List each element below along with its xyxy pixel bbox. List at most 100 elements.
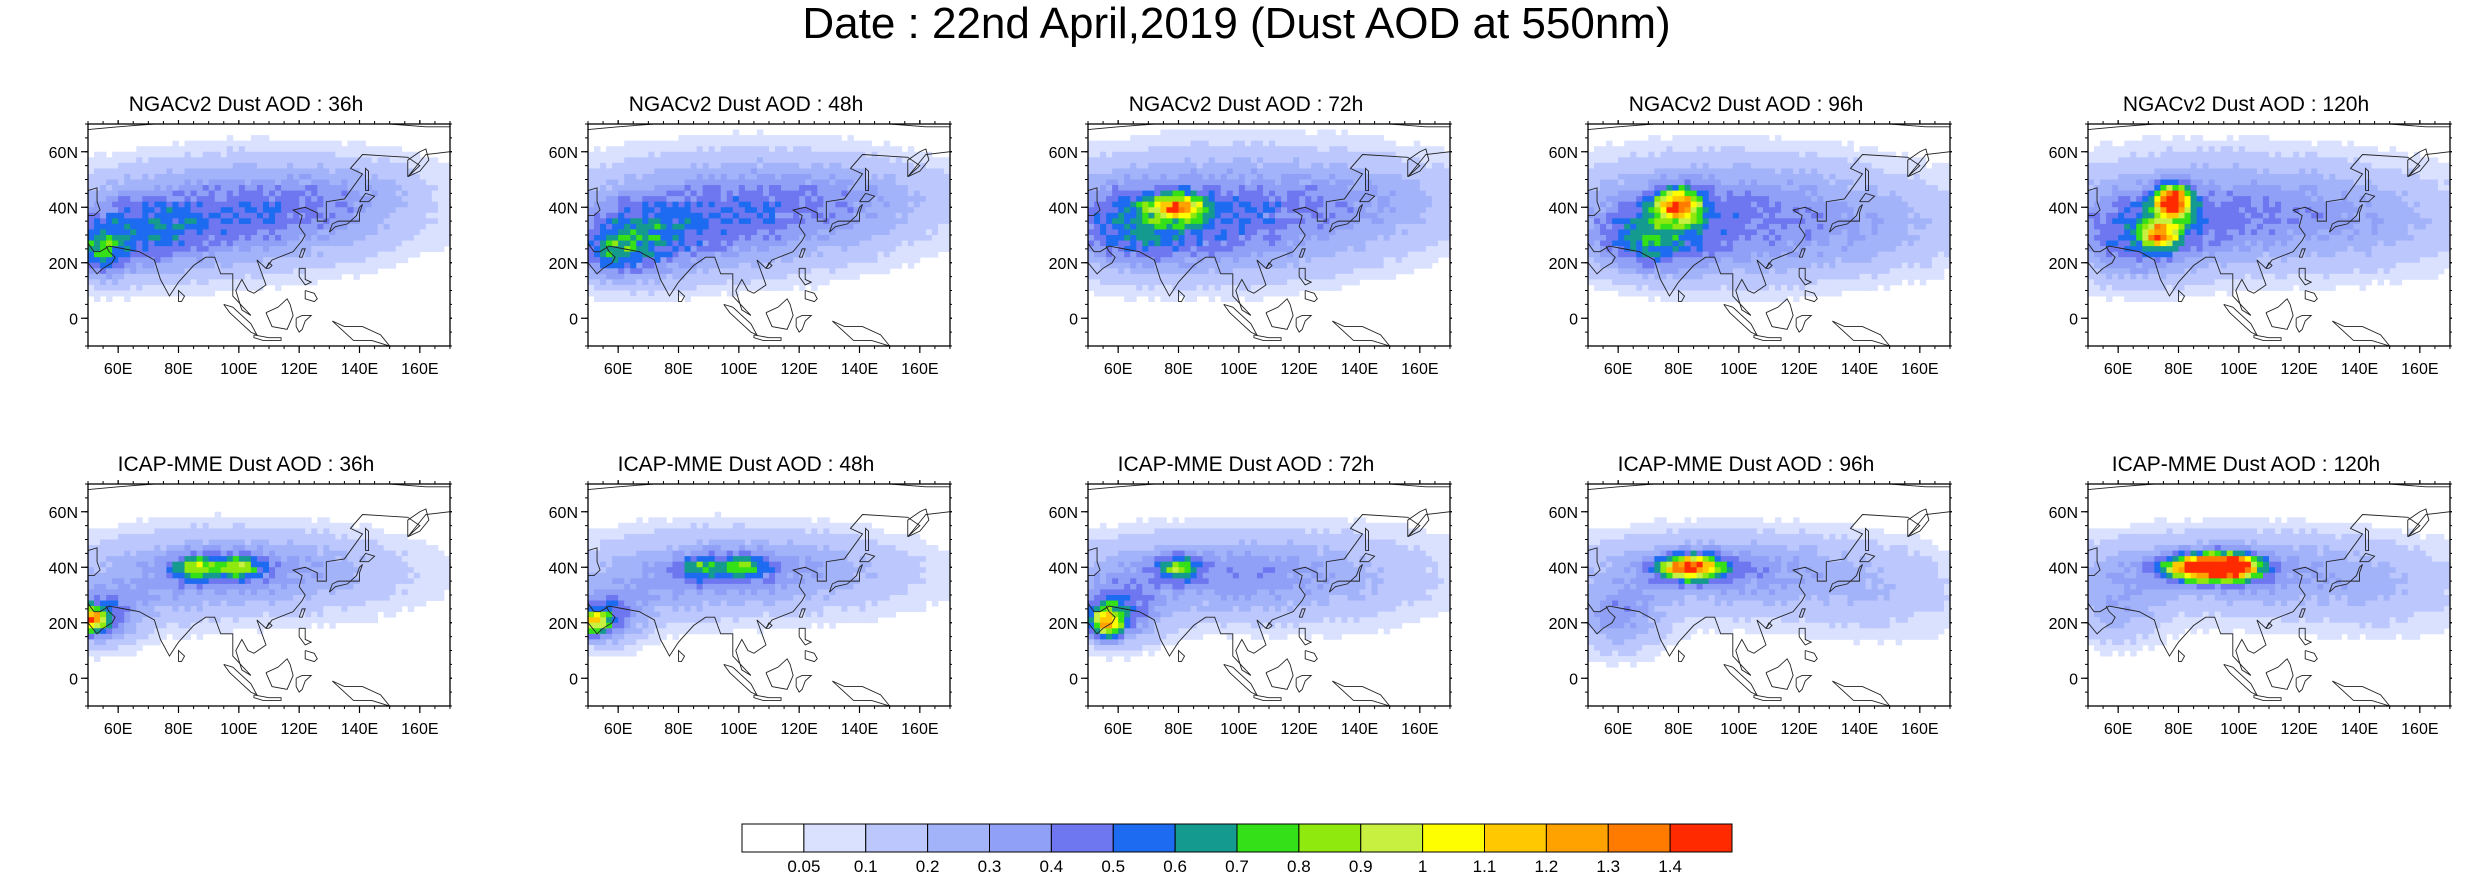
colorbar-label: 0.6 bbox=[1163, 857, 1187, 874]
colorbar-label: 0.9 bbox=[1349, 857, 1373, 874]
lon-tick-label: 140E bbox=[1341, 361, 1378, 378]
lon-tick-label: 100E bbox=[1720, 721, 1757, 738]
lon-tick-label: 160E bbox=[2401, 721, 2438, 738]
lon-tick-label: 60E bbox=[1104, 361, 1132, 378]
lon-tick-label: 120E bbox=[1280, 361, 1317, 378]
colorbar-label: 1.1 bbox=[1473, 857, 1497, 874]
panel-title: NGACv2 Dust AOD : 120h bbox=[2122, 93, 2370, 116]
map-panel-icap-120h: ICAP-MME Dust AOD : 120h 60N 40N 20N 0 60E 80… bbox=[2040, 452, 2452, 742]
panel-title: NGACv2 Dust AOD : 48h bbox=[628, 93, 864, 116]
lon-tick-label: 60E bbox=[1604, 361, 1632, 378]
lat-tick-label: 60N bbox=[1549, 505, 1578, 522]
lon-tick-label: 160E bbox=[2401, 361, 2438, 378]
map-panel-icap-96h: ICAP-MME Dust AOD : 96h 60N 40N 20N 0 60E 80E… bbox=[1540, 452, 1952, 742]
colorbar-swatch bbox=[1607, 823, 1671, 853]
lat-tick-label: 60N bbox=[549, 505, 578, 522]
colorbar-label: 0.7 bbox=[1225, 857, 1249, 874]
lat-tick-label: 40N bbox=[2049, 200, 2078, 217]
lat-tick-label: 40N bbox=[49, 560, 78, 577]
lon-tick-label: 120E bbox=[280, 721, 317, 738]
map-panel-ngac-72h: NGACv2 Dust AOD : 72h 60N 40N 20N 0 60E 80E 10… bbox=[1040, 92, 1452, 382]
map-panel-ngac-120h: NGACv2 Dust AOD : 120h 60N 40N 20N 0 60E 80E 1… bbox=[2040, 92, 2452, 382]
lon-tick-label: 120E bbox=[280, 361, 317, 378]
lon-tick-label: 140E bbox=[1341, 721, 1378, 738]
lon-tick-label: 160E bbox=[1401, 721, 1438, 738]
lon-tick-label: 60E bbox=[2104, 721, 2132, 738]
lat-tick-label: 20N bbox=[549, 616, 578, 633]
lat-tick-label: 0 bbox=[1069, 671, 1078, 688]
lat-tick-label: 0 bbox=[1569, 671, 1578, 688]
lat-tick-label: 40N bbox=[549, 560, 578, 577]
dust-aod-map: 60N 40N 20N 0 60E 80E 100E 120E 140E 160E bbox=[49, 120, 452, 378]
lon-tick-label: 100E bbox=[2220, 721, 2257, 738]
lon-tick-label: 160E bbox=[401, 361, 438, 378]
lat-tick-label: 20N bbox=[49, 616, 78, 633]
lat-tick-label: 20N bbox=[1549, 616, 1578, 633]
colorbar-swatch bbox=[989, 823, 1052, 853]
lat-tick-label: 20N bbox=[2049, 616, 2078, 633]
lon-tick-label: 160E bbox=[1901, 721, 1938, 738]
colorbar-label: 0.05 bbox=[787, 857, 820, 874]
lon-tick-label: 120E bbox=[2280, 361, 2317, 378]
map-panel-ngac-36h: NGACv2 Dust AOD : 36h 60N 40N 20N 0 60E 80E 10… bbox=[40, 92, 452, 382]
colorbar-swatch bbox=[803, 823, 867, 853]
panel-title: ICAP-MME Dust AOD : 36h bbox=[117, 453, 375, 476]
dust-aod-map: 60N 40N 20N 0 60E 80E 100E 120E 140E 160E bbox=[1049, 480, 1452, 738]
lat-tick-label: 60N bbox=[49, 505, 78, 522]
dust-aod-map: 60N 40N 20N 0 60E 80E 100E 120E 140E 160E bbox=[549, 480, 952, 738]
lon-tick-label: 100E bbox=[720, 361, 757, 378]
lat-tick-label: 0 bbox=[69, 671, 78, 688]
lon-tick-label: 160E bbox=[901, 721, 938, 738]
lon-tick-label: 80E bbox=[1664, 361, 1692, 378]
lon-tick-label: 80E bbox=[2164, 721, 2192, 738]
colorbar-label: 0.3 bbox=[978, 857, 1002, 874]
lon-tick-label: 160E bbox=[1901, 361, 1938, 378]
map-panel-icap-72h: ICAP-MME Dust AOD : 72h 60N 40N 20N 0 60E 80E… bbox=[1040, 452, 1452, 742]
lon-tick-label: 120E bbox=[1780, 721, 1817, 738]
colorbar-label: 1.2 bbox=[1535, 857, 1559, 874]
lon-tick-label: 80E bbox=[664, 361, 692, 378]
lon-tick-label: 140E bbox=[2341, 721, 2378, 738]
colorbar-label: 0.2 bbox=[916, 857, 940, 874]
aod-colorbar: 0.05 0.1 0.2 0.3 0.4 0.5 0.6 0.7 0.8 0.9 1 1.1 1.2 1.… bbox=[741, 823, 1733, 874]
lat-tick-label: 0 bbox=[1069, 311, 1078, 328]
lon-tick-label: 100E bbox=[1220, 361, 1257, 378]
map-panel-icap-36h: ICAP-MME Dust AOD : 36h 60N 40N 20N 0 60E 80E… bbox=[40, 452, 452, 742]
colorbar-swatch bbox=[1484, 823, 1547, 853]
lat-tick-label: 40N bbox=[549, 200, 578, 217]
lon-tick-label: 100E bbox=[1720, 361, 1757, 378]
colorbar-swatch bbox=[1050, 823, 1114, 853]
lon-tick-label: 60E bbox=[104, 361, 132, 378]
dust-aod-map: 60N 40N 20N 0 60E 80E 100E 120E 140E 160E bbox=[1549, 120, 1952, 378]
lon-tick-label: 80E bbox=[1664, 721, 1692, 738]
figure-title: Date : 22nd April,2019 (Dust AOD at 550n… bbox=[802, 0, 1671, 48]
lon-tick-label: 140E bbox=[1841, 361, 1878, 378]
lat-tick-label: 60N bbox=[549, 145, 578, 162]
lon-tick-label: 140E bbox=[841, 361, 878, 378]
dust-aod-map: 60N 40N 20N 0 60E 80E 100E 120E 140E 160E bbox=[2049, 480, 2452, 738]
panel-title: NGACv2 Dust AOD : 96h bbox=[1628, 93, 1864, 116]
lon-tick-label: 120E bbox=[780, 721, 817, 738]
lon-tick-label: 60E bbox=[1104, 721, 1132, 738]
lon-tick-label: 80E bbox=[2164, 361, 2192, 378]
lon-tick-label: 60E bbox=[1604, 721, 1632, 738]
colorbar-label: 0.1 bbox=[854, 857, 878, 874]
colorbar-swatch bbox=[1236, 823, 1300, 853]
panel-title: ICAP-MME Dust AOD : 72h bbox=[1117, 453, 1375, 476]
lat-tick-label: 60N bbox=[1049, 505, 1078, 522]
colorbar-label: 0.8 bbox=[1287, 857, 1311, 874]
lon-tick-label: 100E bbox=[720, 721, 757, 738]
colorbar-swatch bbox=[1545, 823, 1609, 853]
lon-tick-label: 100E bbox=[220, 361, 257, 378]
lat-tick-label: 40N bbox=[1049, 560, 1078, 577]
lat-tick-label: 0 bbox=[569, 671, 578, 688]
lon-tick-label: 140E bbox=[1841, 721, 1878, 738]
colorbar-swatch bbox=[1174, 823, 1238, 853]
lat-tick-label: 40N bbox=[1549, 200, 1578, 217]
lon-tick-label: 120E bbox=[780, 361, 817, 378]
lon-tick-label: 160E bbox=[401, 721, 438, 738]
lon-tick-label: 120E bbox=[1280, 721, 1317, 738]
lon-tick-label: 80E bbox=[164, 361, 192, 378]
lat-tick-label: 40N bbox=[2049, 560, 2078, 577]
lon-tick-label: 80E bbox=[1164, 361, 1192, 378]
